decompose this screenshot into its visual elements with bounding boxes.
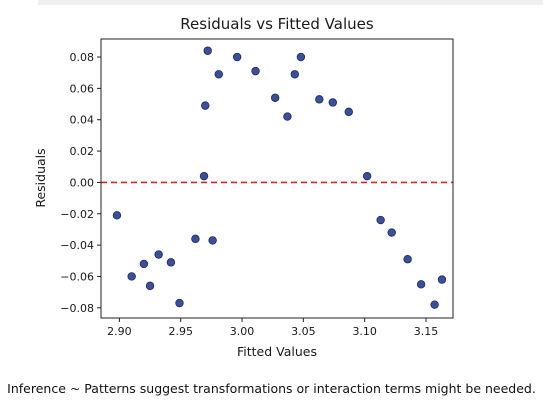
y-tick-label: 0.02 xyxy=(70,145,95,158)
scatter-point xyxy=(154,250,163,259)
scatter-point xyxy=(199,171,209,181)
scatter-point xyxy=(208,236,217,245)
scatter-point xyxy=(139,259,149,269)
scatter-point xyxy=(376,215,385,225)
y-tick-label: 0.04 xyxy=(70,114,95,127)
scatter-point xyxy=(416,280,426,289)
scatter-point xyxy=(290,70,299,79)
inference-caption: Inference ~ Patterns suggest transformat… xyxy=(7,381,536,396)
scatter-point xyxy=(437,275,447,284)
scatter-point xyxy=(214,70,223,79)
scatter-point xyxy=(270,93,280,102)
scatter-point xyxy=(191,234,200,244)
x-axis-label: Fitted Values xyxy=(237,344,317,359)
x-tick-label: 3.10 xyxy=(352,325,377,338)
scatter-point xyxy=(127,272,136,281)
y-tick-label: −0.02 xyxy=(60,208,94,221)
x-axis-ticks: 2.90 2.95 3.00 3.05 3.10 3.15 xyxy=(107,318,438,338)
chart-title: Residuals vs Fitted Values xyxy=(180,15,374,33)
y-axis-label: Residuals xyxy=(33,148,48,207)
x-tick-label: 3.15 xyxy=(414,325,439,338)
scatter-point xyxy=(232,52,242,62)
scatter-point xyxy=(251,66,260,76)
scatter-point xyxy=(344,107,353,117)
scatter-point xyxy=(175,298,184,308)
scatter-point xyxy=(430,300,439,309)
scatter-point xyxy=(387,228,396,237)
y-tick-label: −0.08 xyxy=(60,302,94,315)
scatter-point xyxy=(166,258,176,267)
y-axis-ticks: −0.08 −0.06 −0.04 −0.02 0.00 0.02 0.04 0.06 0.08 xyxy=(60,51,101,315)
y-tick-label: 0.00 xyxy=(70,176,95,189)
y-tick-label: 0.06 xyxy=(70,82,95,95)
y-tick-label: 0.08 xyxy=(70,51,95,64)
scatter-point xyxy=(203,46,212,55)
residual-scatter-chart: Residuals vs Fitted Values −0.08−0.06−0.… xyxy=(33,15,454,359)
scatter-point xyxy=(315,95,324,104)
scatter-point xyxy=(283,112,292,121)
x-tick-label: 3.05 xyxy=(291,325,316,338)
plot-area-frame xyxy=(100,38,454,319)
scatter-point xyxy=(145,281,155,291)
y-tick-label: −0.06 xyxy=(60,270,94,283)
x-tick-label: 3.00 xyxy=(230,325,255,338)
scatter-point xyxy=(328,98,338,107)
top-strip xyxy=(38,0,543,5)
x-tick-label: 2.90 xyxy=(107,325,132,338)
scatter-point xyxy=(362,171,372,181)
scatter-points xyxy=(112,46,447,309)
y-tick-label: −0.04 xyxy=(60,239,94,252)
scatter-point xyxy=(403,255,412,264)
x-tick-label: 2.95 xyxy=(168,325,193,338)
scatter-point xyxy=(201,101,210,110)
scatter-point xyxy=(296,52,306,62)
scatter-point xyxy=(112,211,122,220)
